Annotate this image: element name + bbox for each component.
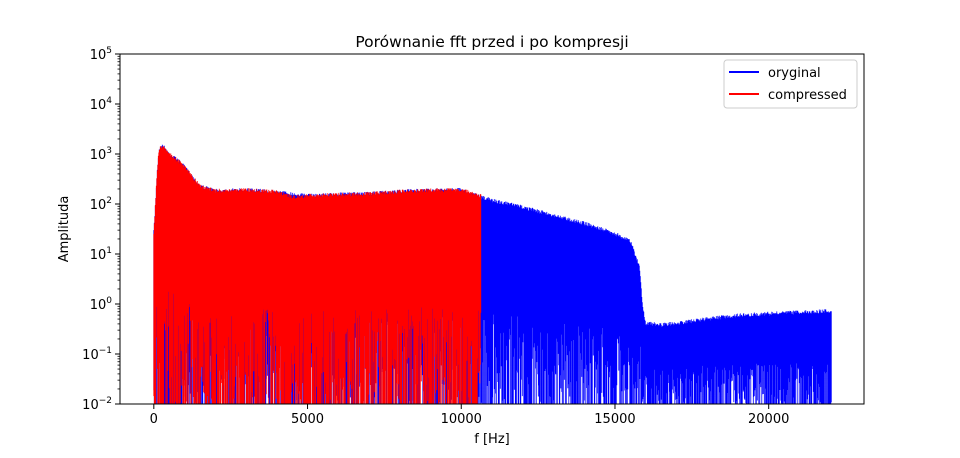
y-tick-label: 104 [90, 96, 113, 113]
series-layer [153, 144, 832, 404]
y-tick-label: 10−2 [82, 396, 112, 413]
y-tick-label: 10−1 [82, 346, 112, 363]
x-tick-label: 0 [150, 412, 158, 427]
legend-label-oryginal: oryginal [768, 66, 821, 81]
legend: oryginal compressed [723, 59, 858, 109]
x-axis: 0 5000 10000 15000 20000 [150, 404, 789, 427]
series-compressed [153, 146, 482, 404]
y-tick-label: 105 [90, 46, 112, 63]
y-tick-label: 101 [90, 246, 112, 263]
y-tick-label: 103 [90, 146, 112, 163]
x-axis-label: f [Hz] [474, 432, 509, 447]
chart-title: Porównanie fft przed i po kompresji [355, 33, 628, 51]
x-tick-label: 15000 [594, 412, 635, 427]
y-tick-label: 102 [90, 196, 112, 213]
x-tick-label: 5000 [291, 412, 324, 427]
x-tick-label: 20000 [748, 412, 789, 427]
y-tick-label: 100 [90, 296, 113, 313]
x-tick-label: 10000 [441, 412, 482, 427]
y-axis: 10−2 10−1 100 101 102 103 104 105 [82, 46, 120, 413]
legend-label-compressed: compressed [768, 88, 847, 103]
plot-area-frame [119, 53, 865, 405]
y-axis-label: Amplituda [57, 196, 72, 263]
